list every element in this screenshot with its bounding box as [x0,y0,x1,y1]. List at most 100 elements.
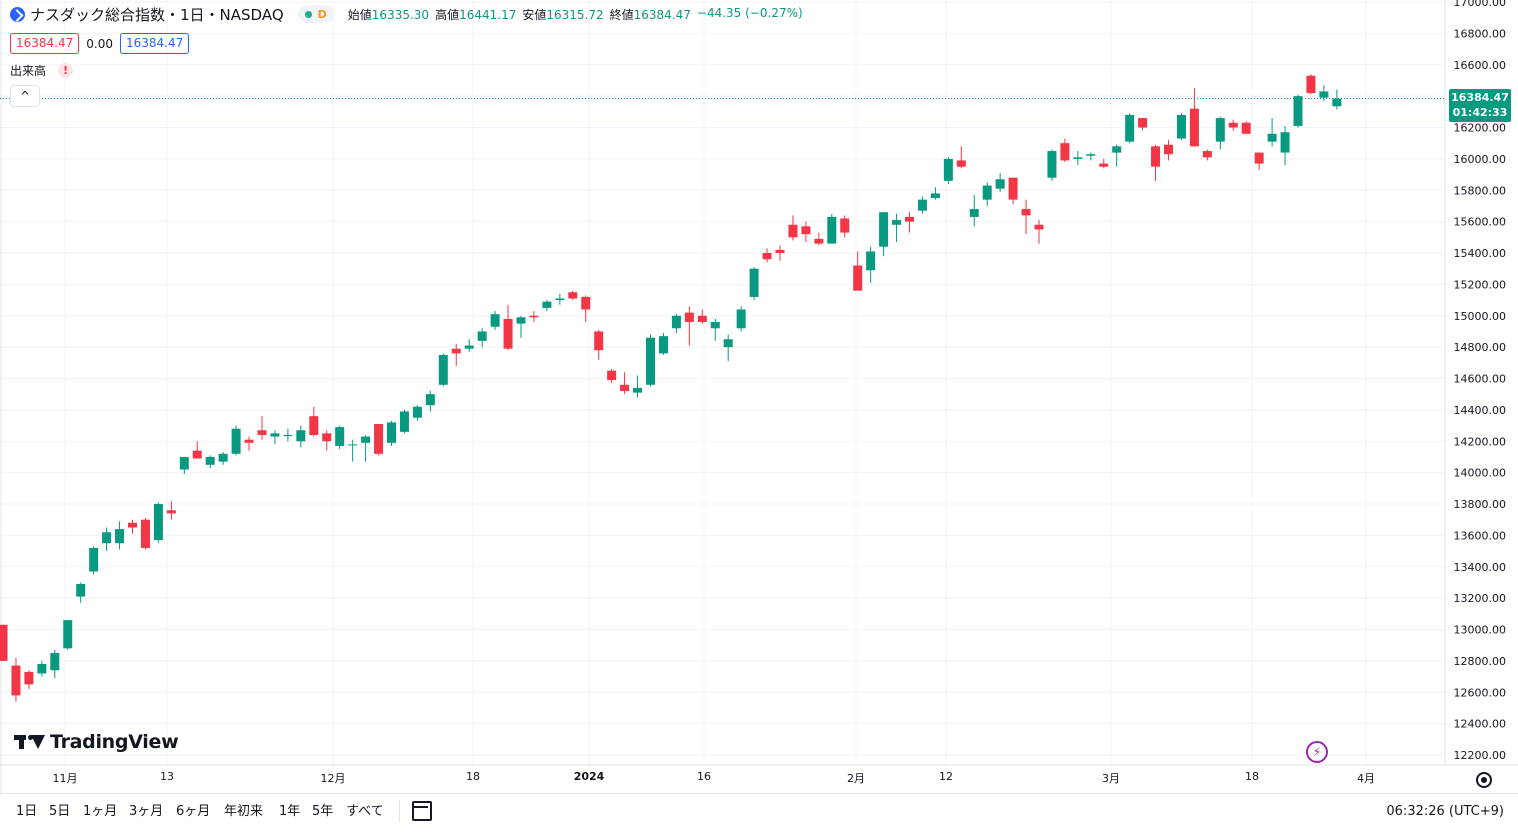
ask-price-box[interactable]: 16384.47 [119,33,190,54]
candle[interactable] [516,315,526,338]
candle[interactable] [814,232,824,246]
candle[interactable] [1254,152,1264,170]
candle[interactable] [1293,94,1303,128]
volume-indicator-row[interactable]: 出来高 ! [10,62,74,79]
symbol-header[interactable]: ナスダック総合指数・1日・NASDAQ D 始値16335.30 高値16441… [10,4,803,24]
candle[interactable] [1280,125,1290,166]
candle[interactable] [943,157,953,184]
candle[interactable] [477,328,487,348]
candle[interactable] [866,246,876,283]
candle[interactable] [788,215,798,241]
candle[interactable] [736,306,746,332]
candle[interactable] [930,187,940,200]
candle[interactable] [490,311,500,330]
candle[interactable] [646,334,655,387]
candle[interactable] [387,420,396,446]
timeframe-button[interactable]: すべて [346,804,384,819]
candle[interactable] [1047,149,1057,181]
candle[interactable] [658,333,668,355]
tradingview-logo[interactable]: TradingView [14,731,179,753]
candle[interactable] [218,452,228,465]
candle[interactable] [205,455,215,468]
timeframe-button[interactable]: 5年 [312,804,334,819]
candle[interactable] [775,245,785,261]
candle[interactable] [1086,152,1096,161]
candle[interactable] [853,251,863,291]
timeframe-button[interactable]: 1年 [279,804,301,819]
timeframe-button[interactable]: 1日 [16,804,38,819]
candle[interactable] [542,300,552,312]
candle[interactable] [892,213,902,243]
candle[interactable] [1151,144,1161,181]
candle[interactable] [1008,177,1018,205]
candle[interactable] [1125,113,1135,144]
candle[interactable] [671,314,681,334]
timeframe-button[interactable]: 6ヶ月 [176,804,211,819]
symbol-title[interactable]: ナスダック総合指数・1日・NASDAQ [30,5,284,24]
candle[interactable] [749,267,759,301]
candle[interactable] [128,519,137,534]
timeframe-button[interactable]: 1ヶ月 [83,804,118,819]
candle[interactable] [1034,220,1044,244]
candle[interactable] [335,425,345,450]
candle[interactable] [840,215,850,238]
calendar-icon[interactable] [412,801,432,821]
timeframe-button[interactable]: 年初来 [224,804,264,819]
candle[interactable] [348,439,358,462]
candle[interactable] [451,343,461,366]
candle[interactable] [257,416,267,440]
candle[interactable] [917,196,927,214]
candle[interactable] [762,248,772,263]
candle[interactable] [1241,121,1251,134]
candle[interactable] [1267,118,1277,147]
candle[interactable] [11,657,21,702]
candle[interactable] [879,212,889,257]
candle[interactable] [1099,158,1109,169]
candle[interactable] [37,660,47,677]
candle[interactable] [555,293,565,305]
candle[interactable] [361,434,371,462]
candle[interactable] [1112,144,1122,167]
candle[interactable] [982,182,992,206]
candle[interactable] [231,425,241,456]
candle[interactable] [594,329,604,360]
candle[interactable] [464,339,474,352]
candle[interactable] [710,318,720,341]
candle[interactable] [1021,199,1031,235]
candle[interactable] [166,500,176,520]
bid-price-box[interactable]: 16384.47 [10,33,80,54]
timeframe-button[interactable]: 3ヶ月 [129,804,164,819]
collapse-legend-button[interactable]: ^ [10,85,40,107]
candle[interactable] [801,221,811,243]
candle[interactable] [1228,119,1238,131]
candle[interactable] [0,624,8,661]
candle[interactable] [374,423,384,456]
candle[interactable] [192,441,202,459]
candle[interactable] [827,213,837,244]
candle[interactable] [63,620,73,650]
candle[interactable] [956,146,966,169]
candle[interactable] [1164,140,1173,161]
candle[interactable] [270,430,280,445]
settings-gear-icon[interactable] [1476,772,1492,788]
candle[interactable] [633,375,643,398]
candle[interactable] [179,456,189,475]
candle[interactable] [102,527,112,552]
candle[interactable] [1202,149,1212,161]
candle[interactable] [140,518,150,550]
candle[interactable] [153,502,163,544]
candle[interactable] [1189,88,1199,147]
candle[interactable] [1060,138,1070,163]
candle[interactable] [723,334,733,362]
candle[interactable] [322,430,332,451]
candle[interactable] [905,212,914,233]
candle[interactable] [412,405,422,421]
candle[interactable] [309,406,319,437]
candle[interactable] [1332,89,1342,110]
candle[interactable] [1176,113,1186,141]
timeframe-button[interactable]: 5日 [49,804,71,819]
candle[interactable] [244,436,254,451]
candle[interactable] [969,194,979,227]
candle[interactable] [399,409,409,434]
candle[interactable] [529,311,539,323]
